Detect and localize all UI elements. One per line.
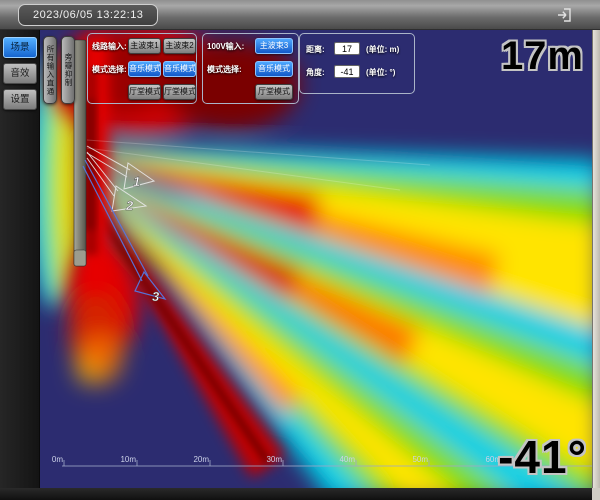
panel-100v-input: 100V输入: 模式选择: 主波束3 音乐模式 厅堂模式 (202, 33, 299, 104)
music-mode-button-1[interactable]: 音乐模式 (128, 61, 161, 77)
beam-arrow-2[interactable] (86, 151, 148, 212)
exit-icon[interactable] (556, 6, 574, 24)
panel-line-input: 线路输入: 模式选择: 主波束1 主波束2 音乐模式 音乐模式 厅堂模式 厅堂模… (87, 33, 197, 104)
music-mode-button-2[interactable]: 音乐模式 (163, 61, 196, 77)
main-beam-2-button[interactable]: 主波束2 (163, 38, 196, 54)
main-beam-1-button[interactable]: 主波束1 (128, 38, 161, 54)
distance-label: 距离: (306, 45, 325, 54)
beam-marker-1: 1 (133, 174, 140, 189)
tab-audio[interactable]: 音效 (3, 63, 37, 84)
v100-input-label: 100V输入: (207, 42, 245, 51)
mode-select-label: 模式选择: (92, 65, 127, 74)
axis-tick-50m: 50m (412, 455, 428, 464)
distance-axis: 0m 10m 20m 30m 40m 50m 60m (52, 455, 592, 467)
hall-mode-button-2[interactable]: 厅堂模式 (163, 84, 196, 100)
axis-tick-0m: 0m (52, 455, 63, 464)
distance-input[interactable] (334, 42, 360, 55)
distance-readout: 17m (500, 34, 584, 78)
narrow-beam (82, 188, 285, 478)
toggle-all-input-passthrough[interactable]: 所有输入直通 (43, 36, 57, 104)
tab-settings[interactable]: 设置 (3, 89, 37, 110)
hall-mode-button-1[interactable]: 厅堂模式 (128, 84, 161, 100)
speaker-array-bar (73, 39, 87, 267)
angle-unit: (单位: °) (366, 68, 396, 77)
angle-input[interactable] (334, 65, 360, 78)
main-beam-3-button[interactable]: 主波束3 (255, 38, 293, 54)
hall-mode-button-3[interactable]: 厅堂模式 (255, 84, 293, 100)
scrollbar-corner (592, 488, 600, 500)
timestamp: 2023/06/05 13:22:13 (18, 4, 159, 26)
toggle-sidelobe-suppression[interactable]: 旁瓣抑制 (61, 36, 75, 104)
vertical-scrollbar[interactable] (592, 30, 600, 488)
axis-tick-40m: 40m (339, 455, 355, 464)
distance-unit: (单位: m) (366, 45, 400, 54)
beam-marker-2: 2 (125, 198, 134, 213)
axis-tick-10m: 10m (120, 455, 136, 464)
music-mode-button-3[interactable]: 音乐模式 (255, 61, 293, 77)
beam-viewport: 1 2 3 0m 10m 20m 30m 40m (40, 30, 592, 488)
axis-tick-20m: 20m (193, 455, 209, 464)
top-bar: 2023/06/05 13:22:13 (0, 0, 600, 30)
line-input-label: 线路输入: (92, 42, 127, 51)
bottom-band (0, 488, 600, 500)
panel-beam-params: 距离: (单位: m) 角度: (单位: °) (299, 33, 415, 94)
angle-readout: -41° (498, 431, 587, 483)
axis-tick-30m: 30m (266, 455, 282, 464)
axis-tick-60m: 60m (485, 455, 501, 464)
beam-guide-lines (86, 139, 431, 191)
sidebar: 场景 音效 设置 (0, 30, 40, 488)
beam-arrow-1[interactable] (86, 145, 156, 190)
beam-arrow-3[interactable] (82, 159, 167, 301)
beam-marker-3: 3 (152, 289, 160, 304)
mode-select-label-2: 模式选择: (207, 65, 242, 74)
tab-scene[interactable]: 场景 (3, 37, 37, 58)
angle-label: 角度: (306, 68, 325, 77)
